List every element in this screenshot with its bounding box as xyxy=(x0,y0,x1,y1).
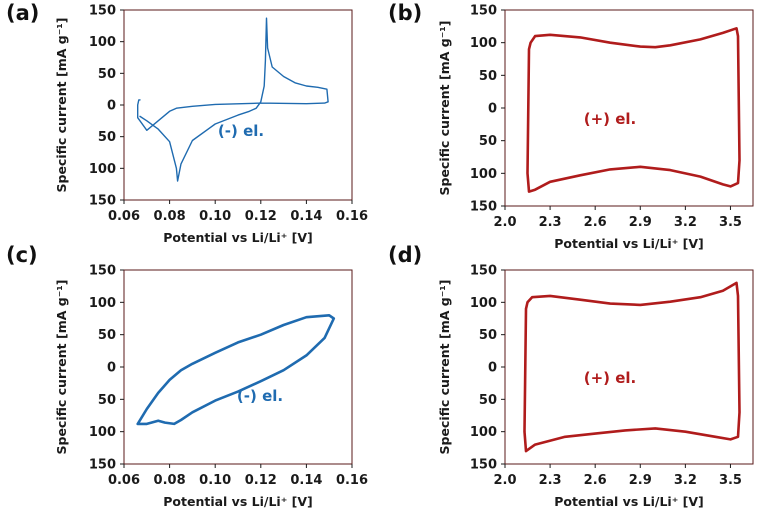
panel-d-cv-curve xyxy=(523,281,741,453)
panel-b-cv-curve xyxy=(526,26,741,193)
panel-c-ytick-label: 50 xyxy=(98,328,116,343)
panel-a-label: (a) xyxy=(6,1,39,25)
panel-d-electrode-annotation: (+) el. xyxy=(584,369,637,387)
panel-d-xtick-label: 3.2 xyxy=(674,473,697,488)
panel-d-xtick-label: 2.6 xyxy=(584,473,607,488)
panel-d-ytick-label: 50 xyxy=(479,393,497,408)
panel-a-ytick-label: 50 xyxy=(98,130,116,145)
panel-a-y-axis-label: Specific current [mA g⁻¹] xyxy=(54,18,69,193)
panel-b-x-axis-label: Potential vs Li/Li⁺ [V] xyxy=(554,236,704,251)
panel-b-xtick-label: 3.2 xyxy=(674,215,697,230)
panel-b-ytick-label: 100 xyxy=(470,36,497,51)
panel-b-label: (b) xyxy=(388,1,422,25)
panel-b-ytick-label: 50 xyxy=(479,69,497,84)
panel-c-plot-frame xyxy=(123,269,353,465)
panel-c-xtick-label: 0.06 xyxy=(108,473,140,488)
panel-c-ytick-label: 150 xyxy=(89,264,116,279)
panel-d-ytick-label: 150 xyxy=(470,458,497,473)
panel-a-xtick-label: 0.12 xyxy=(245,209,277,224)
panel-a-xtick-label: 0.16 xyxy=(336,209,368,224)
panel-d-ytick-label: 100 xyxy=(470,425,497,440)
panel-b-xtick-label: 2.0 xyxy=(493,215,516,230)
panel-c-label: (c) xyxy=(6,243,38,267)
panel-d-ytick-label: 150 xyxy=(470,264,497,279)
panel-c-xtick-label: 0.12 xyxy=(245,473,277,488)
panel-c-ytick-label: 0 xyxy=(107,361,116,376)
panel-c-xtick-label: 0.08 xyxy=(154,473,186,488)
panel-c-y-axis-label: Specific current [mA g⁻¹] xyxy=(54,280,69,455)
panel-d-plot-frame xyxy=(504,269,754,465)
panel-a-cv-curve xyxy=(136,17,329,182)
panel-d-y-axis-label: Specific current [mA g⁻¹] xyxy=(437,280,452,455)
panel-a-ytick-label: 100 xyxy=(89,162,116,177)
panel-b-ytick-label: 100 xyxy=(470,167,497,182)
panel-b-xtick-label: 3.5 xyxy=(719,215,742,230)
panel-c-x-axis-label: Potential vs Li/Li⁺ [V] xyxy=(163,494,313,509)
panel-d-xtick-label: 3.5 xyxy=(719,473,742,488)
panel-d-xtick-label: 2.0 xyxy=(493,473,516,488)
panel-d-ytick-label: 50 xyxy=(479,328,497,343)
panel-b-y-axis-label: Specific current [mA g⁻¹] xyxy=(437,21,452,196)
panel-a-xtick-label: 0.08 xyxy=(154,209,186,224)
panel-c-ytick-label: 100 xyxy=(89,296,116,311)
panel-c-ytick-label: 150 xyxy=(89,458,116,473)
panel-a-ytick-label: 50 xyxy=(98,67,116,82)
panel-d-x-axis-label: Potential vs Li/Li⁺ [V] xyxy=(554,494,704,509)
panel-a-xtick-label: 0.10 xyxy=(199,209,231,224)
panel-a-ytick-label: 150 xyxy=(89,4,116,19)
panel-c-xtick-label: 0.10 xyxy=(199,473,231,488)
panel-a-xtick-label: 0.14 xyxy=(290,209,322,224)
panel-b-plot-frame xyxy=(504,9,754,207)
panel-b-ytick-label: 50 xyxy=(479,134,497,149)
panel-b-ytick-label: 0 xyxy=(488,102,497,117)
panel-c-ytick-label: 100 xyxy=(89,425,116,440)
panel-d-xtick-label: 2.3 xyxy=(539,473,562,488)
panel-a-electrode-annotation: (-) el. xyxy=(218,122,264,140)
panel-a-ytick-label: 0 xyxy=(107,99,116,114)
panel-a-x-axis-label: Potential vs Li/Li⁺ [V] xyxy=(163,230,313,245)
panel-b-xtick-label: 2.9 xyxy=(629,215,652,230)
panel-d-ytick-label: 100 xyxy=(470,296,497,311)
panel-a-plot-frame xyxy=(123,9,353,201)
panel-a-xtick-label: 0.06 xyxy=(108,209,140,224)
panel-c-xtick-label: 0.14 xyxy=(290,473,322,488)
panel-c-cv-curve xyxy=(136,313,336,426)
panel-d-label: (d) xyxy=(388,243,422,267)
panel-d-xtick-label: 2.9 xyxy=(629,473,652,488)
panel-b-xtick-label: 2.6 xyxy=(584,215,607,230)
panel-c-electrode-annotation: (-) el. xyxy=(237,387,283,405)
panel-b-electrode-annotation: (+) el. xyxy=(584,110,637,128)
panel-b-ytick-label: 150 xyxy=(470,200,497,215)
panel-a-ytick-label: 150 xyxy=(89,194,116,209)
panel-b-ytick-label: 150 xyxy=(470,4,497,19)
panel-d-ytick-label: 0 xyxy=(488,361,497,376)
panel-c-xtick-label: 0.16 xyxy=(336,473,368,488)
panel-a-ytick-label: 100 xyxy=(89,35,116,50)
panel-c-ytick-label: 50 xyxy=(98,393,116,408)
panel-b-xtick-label: 2.3 xyxy=(539,215,562,230)
